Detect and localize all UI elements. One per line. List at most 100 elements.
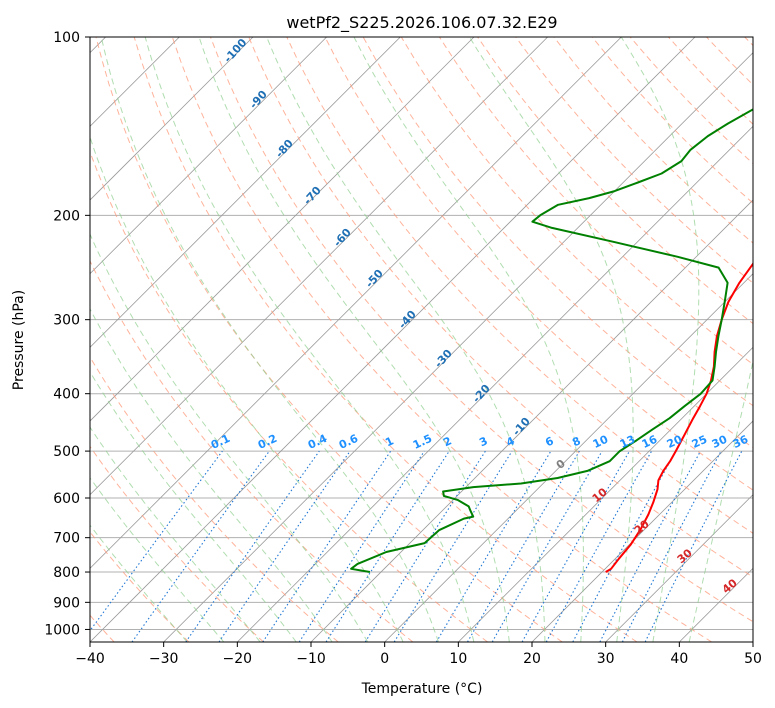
dry-adiabat-line: [171, 37, 712, 642]
dry-adiabat-label: -50: [363, 267, 386, 291]
mixing-ratio-label: 25: [690, 433, 709, 451]
dry-adiabat-line: [553, 37, 753, 244]
mixing-ratio-label: 20: [665, 433, 685, 451]
chart-title: wetPf2_S225.2026.106.07.32.E29: [286, 13, 557, 33]
x-tick-label: 50: [744, 651, 762, 667]
isotherm-line: [163, 52, 753, 642]
y-tick-label: 600: [53, 491, 80, 507]
mixing-ratio-line: [90, 450, 223, 632]
dry-adiabat-label: -20: [470, 382, 493, 406]
y-tick-label: 100: [53, 30, 80, 46]
moist-adiabat-label: 40: [720, 576, 740, 596]
mixing-ratio-line: [218, 450, 351, 642]
moist-adiabat-line: [688, 358, 753, 642]
isotherm-line: [531, 420, 753, 642]
isotherm-line: [458, 346, 753, 642]
background-lines: [90, 37, 753, 642]
dry-adiabat-line: [210, 37, 753, 623]
moist-adiabat-line: [353, 37, 584, 642]
dry-adiabat-label: -10: [510, 415, 533, 439]
isotherm-line: [605, 494, 753, 642]
mixing-ratio-label: 1: [383, 434, 395, 449]
x-tick-label: 10: [449, 651, 467, 667]
mixing-ratio-label: 3: [477, 434, 489, 449]
moist-adiabat-label: 30: [675, 546, 695, 566]
mixing-ratio-label: 36: [731, 433, 751, 451]
mixing-ratio-line: [364, 450, 486, 642]
moist-adiabat-line: [620, 37, 700, 642]
mixing-ratio-line: [298, 450, 425, 642]
mixing-ratio-label: 6: [543, 434, 556, 449]
mixing-ratio-label: 10: [591, 433, 611, 451]
isotherm-line: [90, 37, 696, 642]
moist-adiabat-line: [144, 37, 475, 642]
moist-adiabat-line: [90, 524, 188, 642]
isotherm-line: [90, 37, 401, 348]
dry-adiabat-line: [90, 531, 190, 642]
x-tick-label: −10: [296, 651, 326, 667]
dry-adiabat-label: -60: [331, 226, 354, 250]
dry-adiabat-line: [90, 445, 264, 642]
isotherm-line: [310, 199, 753, 642]
mixing-ratio-label: 0.4: [306, 432, 329, 452]
moist-adiabat-line: [90, 370, 297, 642]
dry-adiabat-label: -80: [273, 137, 296, 161]
y-tick-label: 1000: [44, 622, 80, 638]
x-tick-label: −30: [149, 651, 179, 667]
mixing-ratio-label: 0.1: [209, 432, 232, 452]
dry-adiabat-line: [133, 37, 638, 642]
dry-adiabat-line: [248, 37, 753, 578]
y-tick-label: 200: [53, 208, 80, 224]
dry-adiabat-label: -30: [432, 347, 455, 371]
dry-adiabat-line: [324, 37, 753, 491]
moist-adiabat-line: [90, 426, 261, 642]
isotherm-line: [90, 37, 622, 569]
dry-adiabat-line: [90, 259, 414, 642]
moist-adiabat-line: [90, 232, 369, 642]
y-tick-label: 700: [53, 531, 80, 547]
dry-adiabat-label: -100: [221, 36, 249, 65]
mixing-ratio-line: [393, 450, 513, 642]
y-tick-label: 900: [53, 595, 80, 611]
dry-adiabat-line: [95, 37, 563, 642]
mixing-ratio-label: 16: [640, 433, 660, 451]
plot-frame: [89, 36, 754, 643]
mixing-ratio-line: [185, 450, 320, 642]
y-tick-label: 500: [53, 444, 80, 460]
mixing-ratio-line: [262, 450, 392, 642]
x-tick-label: 30: [597, 651, 615, 667]
isotherm-line: [90, 37, 548, 496]
x-tick-label: 40: [670, 651, 688, 667]
dry-adiabat-label: -70: [301, 184, 324, 208]
isotherm-line: [90, 37, 475, 422]
isotherm-line: [384, 273, 753, 642]
dry-adiabat-line: [286, 37, 753, 534]
moist-adiabat-label: 0: [554, 457, 568, 472]
dry-adiabat-line: [515, 37, 753, 284]
moist-adiabat-line: [100, 37, 439, 642]
mixing-ratio-line: [644, 450, 743, 642]
dry-adiabat-line: [90, 150, 488, 642]
moist-adiabat-line: [469, 37, 634, 642]
isotherm-line: [752, 641, 753, 642]
y-tick-label: 400: [53, 387, 80, 403]
x-axis-label: Temperature (°C): [361, 681, 483, 697]
x-tick-label: 20: [523, 651, 541, 667]
moist-adiabat-label: 20: [632, 517, 652, 537]
y-tick-label: 300: [53, 313, 80, 329]
dry-adiabat-label: -90: [247, 88, 270, 112]
moist-adiabat-label: 10: [590, 485, 610, 505]
moist-adiabat-line: [90, 476, 225, 642]
mixing-ratio-line: [131, 450, 270, 642]
temperature-line: [605, 262, 753, 573]
mixing-ratio-label: 30: [710, 433, 730, 451]
dry-adiabat-line: [744, 37, 753, 47]
mixing-ratio-line: [521, 450, 630, 642]
isotherm-line: [90, 37, 327, 275]
dry-adiabat-line: [90, 356, 339, 642]
mixing-ratio-line: [572, 450, 677, 642]
mixing-ratio-line: [545, 450, 653, 642]
mixing-ratio-line: [325, 450, 450, 642]
dewpoint-line: [350, 108, 753, 573]
